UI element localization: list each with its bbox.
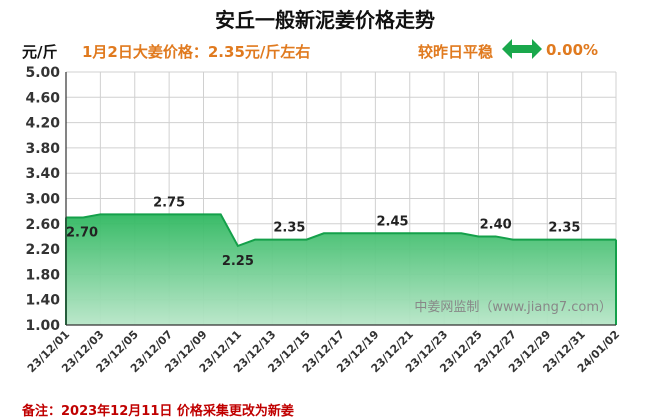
y-tick-label: 1.00 (25, 318, 60, 334)
unit-label: 元/斤 (22, 43, 58, 61)
price-line (66, 213, 616, 248)
data-label: 2.70 (66, 225, 98, 240)
data-label: 2.35 (273, 221, 305, 236)
y-tick-label: 4.20 (25, 116, 60, 132)
price-area (66, 214, 616, 325)
compare-label: 较昨日平稳 (418, 43, 494, 61)
data-label: 2.45 (377, 214, 409, 229)
data-label: 2.40 (480, 217, 512, 232)
y-tick-label: 2.60 (25, 217, 60, 233)
y-tick-label: 1.80 (25, 267, 60, 283)
y-tick-label: 1.40 (25, 293, 60, 309)
y-tick-label: 3.00 (25, 192, 60, 208)
data-label: 2.35 (548, 221, 580, 236)
y-tick-label: 3.80 (25, 141, 60, 157)
chart-title: 安丘一般新泥姜价格走势 (215, 8, 435, 32)
y-tick-label: 2.20 (25, 242, 60, 258)
y-tick-label: 5.00 (25, 65, 60, 81)
watermark: 中姜网监制（www.jiang7.com） (414, 300, 612, 315)
data-label: 2.25 (222, 254, 254, 269)
y-tick-label: 4.60 (25, 90, 60, 106)
double-arrow-icon (502, 39, 542, 59)
data-label: 2.75 (153, 195, 185, 210)
footer-note: 备注：2023年12月11日 价格采集更改为新姜 (22, 404, 294, 419)
compare-value: 0.00% (546, 41, 599, 59)
y-tick-label: 3.40 (25, 166, 60, 182)
price-summary: 1月2日大姜价格：2.35元/斤左右 (82, 43, 311, 61)
